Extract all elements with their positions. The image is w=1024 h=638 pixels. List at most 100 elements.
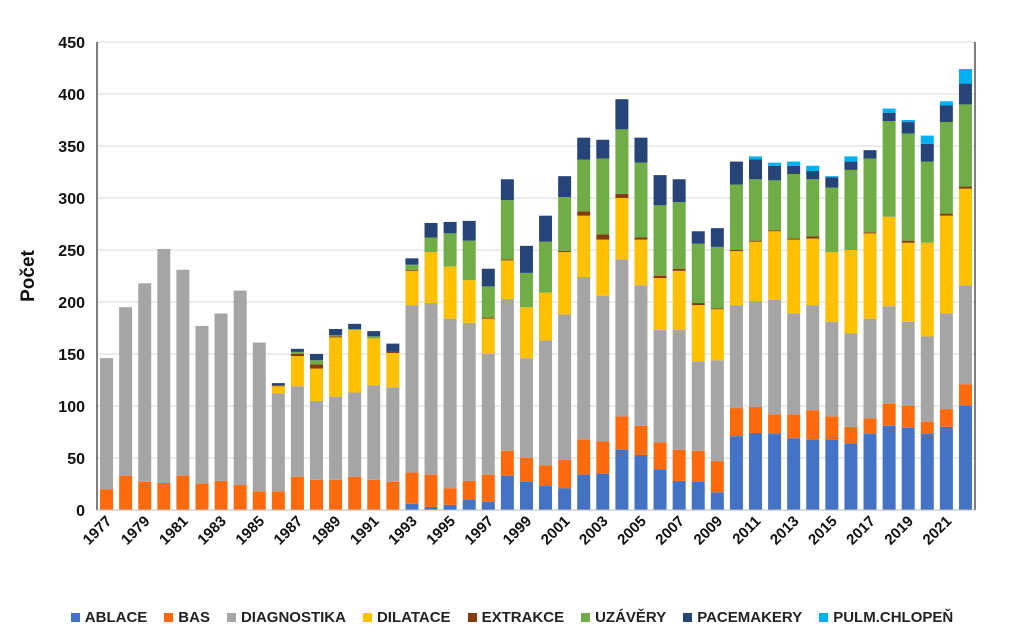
bar-segment-diagnostika-1979 [138,283,152,482]
bar-segment-uz-v-ry-1991 [367,336,381,339]
bar-segment-bas-2006 [653,442,667,470]
x-tick-label: 2021 [920,513,956,549]
bar-segment-ablace-2010 [729,436,743,510]
bar-segment-extrakce-2001 [558,251,572,253]
bar-segment-pacemakery-2006 [653,175,667,206]
bar-segment-pacemakery-2008 [691,231,705,244]
bar-segment-dilatace-2005 [634,239,648,286]
bar-segment-bas-2013 [787,414,801,439]
bar-segment-diagnostika-2014 [806,305,820,411]
bar-segment-pacemakery-2012 [768,165,782,181]
bar-segment-pacemakery-2004 [615,99,629,130]
bar-segment-diagnostika-2022 [958,285,972,385]
bar-segment-diagnostika-2006 [653,330,667,443]
bar-segment-diagnostika-2004 [615,259,629,417]
bar-segment-ablace-2005 [634,454,648,510]
bar-segment-pacemakery-2018 [882,112,896,122]
bar-segment-diagnostika-2016 [844,333,858,427]
y-tick-label: 100 [58,399,85,416]
bar-segment-bas-2017 [863,418,877,435]
bar-segment-dilatace-2009 [710,309,724,361]
y-tick-label: 250 [58,243,85,260]
bar-segment-bas-1991 [367,479,381,510]
bar-segment-dilatace-2019 [901,242,915,322]
bar-segment-bas-2008 [691,450,705,482]
bar-segment-extrakce-1998 [500,259,514,261]
bar-segment-diagnostika-1987 [290,386,304,477]
bar-segment-diagnostika-1988 [310,400,323,480]
bar-segment-pacemakery-1992 [386,343,400,352]
bar-segment-bas-2005 [634,425,648,455]
bar-segment-pacemakery-1995 [443,221,457,234]
x-tick-label: 1991 [347,513,383,549]
bar-segment-diagnostika-2008 [691,361,705,451]
bar-segment-dilatace-2000 [539,292,553,341]
bar-segment-bas-1988 [310,479,323,510]
legend-label: EXTRAKCE [481,609,565,626]
bar-segment-pacemakery-1988 [310,354,323,361]
bar-segment-diagnostika-1986 [271,393,285,492]
x-tick-label: 2009 [691,513,727,549]
bar-segment-pacemakery-2014 [806,170,820,180]
legend-item: BAS [164,609,210,626]
legend-label: ABLACE [84,609,148,626]
bar-segment-uz-v-ry-2009 [710,246,724,309]
bar-segment-dilatace-2006 [653,278,667,331]
bar-segment-diagnostika-1997 [481,354,495,475]
legend-item: EXTRAKCE [467,609,565,626]
bar-segment-uz-v-ry-2019 [901,133,915,241]
bar-segment-ablace-1999 [519,481,533,510]
bar-segment-diagnostika-2020 [920,336,934,422]
x-tick-label: 1989 [309,513,345,549]
bar-segment-ablace-1997 [481,501,495,510]
bar-segment-pacemakery-1991 [367,331,381,337]
bar-segment-bas-1998 [500,450,514,476]
bar-segment-dilatace-2022 [958,188,972,286]
y-tick-label: 450 [58,35,85,52]
bar-segment-pacemakery-1998 [500,179,514,201]
bar-segment-pacemakery-1989 [329,329,343,336]
bar-segment-dilatace-2021 [939,215,953,314]
bar-segment-dilatace-1996 [462,280,476,323]
bar-segment-diagnostika-1985 [252,342,266,492]
bar-segment-pulm-chlope--2016 [844,156,858,162]
y-tick-label: 300 [58,191,85,208]
bar-segment-uz-v-ry-1995 [443,233,457,267]
bar-segment-bas-2009 [710,461,724,493]
bar-segment-uz-v-ry-1987 [290,351,304,354]
bar-segment-uz-v-ry-2013 [787,174,801,239]
bar-segment-extrakce-1997 [481,317,495,319]
bar-segment-dilatace-1997 [481,318,495,354]
bar-segment-pulm-chlope--2013 [787,161,801,166]
y-tick-label: 150 [58,347,85,364]
bar-segment-ablace-2020 [920,434,934,510]
bar-segment-dilatace-2012 [768,231,782,300]
bar-segment-pacemakery-1990 [348,323,362,330]
bar-segment-pacemakery-2001 [558,176,572,197]
bar-segment-pacemakery-2016 [844,161,858,170]
bar-segment-pacemakery-2015 [825,177,839,188]
bar-segment-extrakce-2002 [577,211,591,216]
bar-segment-uz-v-ry-2005 [634,162,648,238]
bar-segment-diagnostika-2015 [825,321,839,417]
bar-segment-extrakce-2005 [634,237,648,240]
bar-segment-bas-1992 [386,481,400,510]
bar-segment-bas-2015 [825,416,839,440]
bar-segment-diagnostika-1984 [233,290,247,486]
bar-segment-pulm-chlope--2014 [806,165,820,171]
bar-segment-bas-1989 [329,479,343,510]
bar-segment-diagnostika-1982 [195,325,209,484]
bar-segment-ablace-2018 [882,425,896,510]
x-tick-label: 1985 [232,513,268,549]
x-tick-label: 1979 [118,513,154,549]
bar-segment-ablace-2017 [863,434,877,510]
bar-segment-diagnostika-2019 [901,321,915,406]
bar-segment-bas-1986 [271,491,285,510]
bar-segment-uz-v-ry-2004 [615,129,629,194]
bar-segment-ablace-2007 [672,480,686,510]
bar-segment-bas-2001 [558,460,572,489]
bar-segment-bas-1985 [252,491,266,510]
bar-segment-pacemakery-1996 [462,220,476,241]
bar-segment-extrakce-2004 [615,193,629,198]
bar-segment-ablace-2004 [615,449,629,510]
